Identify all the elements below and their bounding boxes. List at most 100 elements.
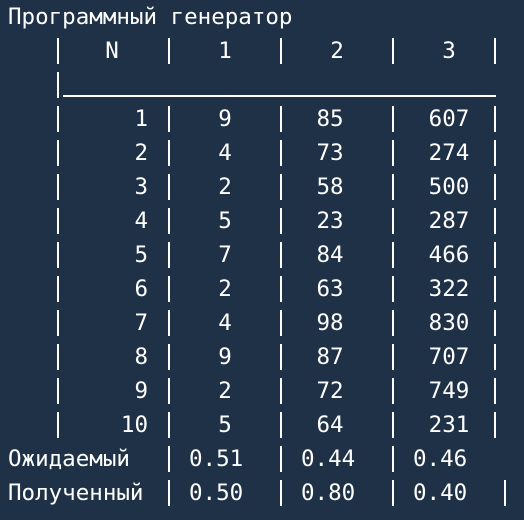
column-separator [57,208,59,234]
value-col-2: 85 [316,106,344,132]
value-col-2: 23 [316,208,344,234]
column-separator [392,174,394,200]
column-separator [57,72,59,98]
column-separator [280,480,282,506]
value-col-3: 274 [428,140,470,166]
value-col-2: 98 [316,310,344,336]
expected-row: Ожидаемый 0.51 0.44 0.46 [0,442,524,476]
column-separator [494,38,496,64]
column-separator [280,310,282,336]
column-separator [280,446,282,472]
column-separator [57,310,59,336]
header-underline [63,95,496,97]
value-col-2: 64 [316,412,344,438]
column-separator [280,242,282,268]
column-separator [57,174,59,200]
column-separator [57,140,59,166]
row-index: 3 [134,174,148,200]
column-separator [494,140,496,166]
column-separator [57,106,59,132]
expected-value-2: 0.44 [301,446,356,472]
table-row: 2 4 73 274 [0,136,524,170]
column-separator [392,412,394,438]
column-separator [168,412,170,438]
header-col-3: 3 [442,38,456,64]
column-separator [57,344,59,370]
value-col-1: 2 [218,174,232,200]
column-separator [168,140,170,166]
column-separator [392,242,394,268]
column-separator [168,174,170,200]
value-col-3: 500 [428,174,470,200]
value-col-2: 72 [316,378,344,404]
table-row: 10 5 64 231 [0,408,524,442]
column-separator [280,106,282,132]
column-separator [494,344,496,370]
value-col-1: 2 [218,378,232,404]
table-row: 5 7 84 466 [0,238,524,272]
value-col-2: 63 [316,276,344,302]
column-separator [392,310,394,336]
table-row: 7 4 98 830 [0,306,524,340]
column-separator [494,174,496,200]
table-row: 1 9 85 607 [0,102,524,136]
column-separator [392,480,394,506]
column-separator [280,140,282,166]
column-separator [57,378,59,404]
value-col-3: 830 [428,310,470,336]
row-index: 7 [134,310,148,336]
column-separator [168,310,170,336]
column-separator [392,344,394,370]
value-col-1: 4 [218,140,232,166]
column-separator [392,38,394,64]
column-separator [280,344,282,370]
column-separator [168,276,170,302]
obtained-label: Полученный [8,480,144,506]
row-index: 10 [120,412,148,438]
column-separator [280,208,282,234]
value-col-1: 5 [218,208,232,234]
column-separator [392,378,394,404]
header-n: N [105,38,119,64]
table-divider-row [0,68,524,102]
obtained-row: Полученный 0.50 0.80 0.40 [0,476,524,510]
column-separator [494,106,496,132]
value-col-3: 707 [428,344,470,370]
value-col-2: 84 [316,242,344,268]
column-separator [494,310,496,336]
obtained-value-3: 0.40 [413,480,468,506]
table-row: 9 2 72 749 [0,374,524,408]
obtained-value-1: 0.50 [189,480,244,506]
table-header-row: N 1 2 3 [0,34,524,68]
column-separator [168,344,170,370]
column-separator [392,446,394,472]
table-row: 3 2 58 500 [0,170,524,204]
row-index: 4 [134,208,148,234]
column-separator [494,412,496,438]
value-col-3: 466 [428,242,470,268]
table-row: 6 2 63 322 [0,272,524,306]
column-separator [57,38,59,64]
obtained-value-2: 0.80 [301,480,356,506]
column-separator [494,242,496,268]
value-col-2: 87 [316,344,344,370]
table-row: 4 5 23 287 [0,204,524,238]
column-separator [280,38,282,64]
title-line: Программный генератор [0,0,524,34]
value-col-3: 749 [428,378,470,404]
value-col-3: 287 [428,208,470,234]
value-col-1: 7 [218,242,232,268]
column-separator [280,174,282,200]
column-separator [494,276,496,302]
column-separator [168,208,170,234]
value-col-1: 2 [218,276,232,302]
column-separator [168,480,170,506]
value-col-3: 322 [428,276,470,302]
column-separator [392,208,394,234]
column-separator [494,208,496,234]
column-separator [168,106,170,132]
column-separator [392,276,394,302]
row-index: 1 [134,106,148,132]
row-index: 8 [134,344,148,370]
